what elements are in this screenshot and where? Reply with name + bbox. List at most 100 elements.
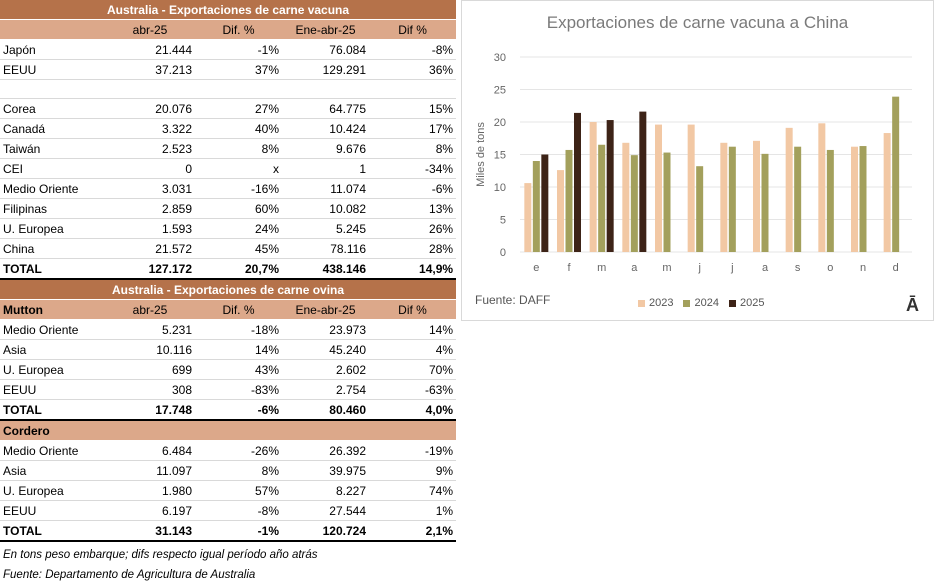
table-cell: 11.097: [105, 460, 195, 481]
table-cell: -1%: [195, 39, 282, 60]
table-row: Asia 11.097 8% 39.975 9%: [0, 460, 457, 481]
table-row: China 21.572 45% 78.116 28%: [0, 238, 457, 259]
row-label: Cordero: [0, 420, 105, 441]
table-cell: 39.975: [282, 460, 369, 481]
table-row: EEUU 308 -83% 2.754 -63%: [0, 379, 457, 400]
table-cell: -6%: [369, 178, 457, 199]
table-cell: 8%: [195, 138, 282, 159]
bar-2024: [859, 146, 867, 252]
row-label: CEI: [0, 158, 105, 179]
table-cell: 8%: [369, 138, 457, 159]
table-cell: Dif. %: [195, 299, 282, 320]
bar-2024: [794, 146, 802, 252]
table-row: U. Europea 1.980 57% 8.227 74%: [0, 480, 457, 501]
table-cell: -19%: [369, 440, 457, 461]
legend-label: 2024: [694, 297, 719, 309]
table-cell: 10.116: [105, 339, 195, 360]
table-cell: 15%: [369, 98, 457, 119]
chart-plot: 0 5 10 15 20 25 30 Miles de tons e f m a m j j a s o n d: [475, 52, 912, 274]
table-cell: -6%: [195, 399, 282, 421]
table-cell: -18%: [195, 319, 282, 340]
table-notes: En tons peso embarque; difs respecto igu…: [0, 545, 456, 585]
table-row: Medio Oriente 5.231 -18% 23.973 14%: [0, 319, 457, 340]
row-label: U. Europea: [0, 218, 105, 239]
table-cell: 14%: [369, 319, 457, 340]
legend-label: 2025: [739, 297, 765, 309]
mutton-total-row: TOTAL 17.748 -6% 80.460 4,0%: [0, 399, 457, 421]
bar-2023: [622, 142, 630, 252]
table-row: EEUU 37.213 37% 129.291 36%: [0, 59, 457, 80]
table-cell: 20,7%: [195, 258, 282, 280]
row-label: Japón: [0, 39, 105, 60]
table-cell: 64.775: [282, 98, 369, 119]
table-cell: 2.523: [105, 138, 195, 159]
table-cell: 37.213: [105, 59, 195, 80]
table-cell: 28%: [369, 238, 457, 259]
table-cell: 2.859: [105, 198, 195, 219]
table-cell: 37%: [195, 59, 282, 80]
row-label: U. Europea: [0, 359, 105, 380]
table-cell: 2.754: [282, 379, 369, 400]
bar-2023: [818, 123, 826, 252]
table-cell: 2,1%: [369, 520, 457, 542]
table-cell: 1.593: [105, 218, 195, 239]
table-cell: [369, 420, 457, 441]
bar-2023: [687, 124, 695, 252]
mutton-header-row: Mutton abr-25 Dif. % Ene-abr-25 Dif %: [0, 299, 457, 320]
x-tick-label: a: [631, 262, 638, 274]
sheep-table: Australia - Exportaciones de carne ovina…: [0, 280, 457, 542]
table-cell: 26%: [369, 218, 457, 239]
table-cell: 10.082: [282, 198, 369, 219]
table-cell: [105, 420, 195, 441]
y-tick-label: 20: [494, 117, 506, 129]
row-label: Asia: [0, 339, 105, 360]
row-label: [0, 79, 105, 99]
table-cell: -8%: [195, 500, 282, 521]
spacer-row: [0, 79, 457, 99]
legend-swatch: [638, 299, 645, 307]
brand-logo: Ā: [906, 295, 919, 315]
row-label: EEUU: [0, 379, 105, 400]
table-cell: 2.602: [282, 359, 369, 380]
table-cell: 80.460: [282, 399, 369, 421]
table-cell: 3.031: [105, 178, 195, 199]
table-cell: 45.240: [282, 339, 369, 360]
row-label: Medio Oriente: [0, 178, 105, 199]
row-label: China: [0, 238, 105, 259]
row-label: EEUU: [0, 59, 105, 80]
table-cell: 78.116: [282, 238, 369, 259]
y-tick-label: 30: [494, 52, 506, 64]
table-row: Taiwán 2.523 8% 9.676 8%: [0, 138, 457, 159]
y-tick-label: 0: [500, 247, 506, 259]
table-cell: [195, 420, 282, 441]
table-cell: 11.074: [282, 178, 369, 199]
table-cell: 9%: [369, 460, 457, 481]
table-cell: 24%: [195, 218, 282, 239]
bar-2024: [565, 149, 573, 252]
y-tick-label: 25: [494, 85, 506, 97]
table-title-cell: Australia - Exportaciones de carne vacun…: [0, 0, 457, 20]
table-cell: 74%: [369, 480, 457, 501]
beef-table: Australia - Exportaciones de carne vacun…: [0, 0, 457, 280]
bar-2025: [606, 120, 614, 252]
table-cell: 4%: [369, 339, 457, 360]
table-cell: 13%: [369, 198, 457, 219]
table-cell: -16%: [195, 178, 282, 199]
row-label: Canadá: [0, 118, 105, 139]
sheep-table-title: Australia - Exportaciones de carne ovina: [0, 280, 457, 300]
table-cell: -34%: [369, 158, 457, 179]
table-cell: 21.444: [105, 39, 195, 60]
bar-2023: [785, 127, 793, 252]
table-cell: 76.084: [282, 39, 369, 60]
table-cell: 3.322: [105, 118, 195, 139]
x-tick-label: m: [597, 262, 606, 274]
bar-2024: [728, 146, 736, 252]
row-label: Mutton: [0, 299, 105, 320]
tables-panel: Australia - Exportaciones de carne vacun…: [0, 0, 457, 585]
table-cell: 17%: [369, 118, 457, 139]
x-tick-label: s: [795, 262, 801, 274]
table-cell: Dif %: [369, 299, 457, 320]
x-tick-label: j: [697, 262, 700, 274]
table-cell: 9.676: [282, 138, 369, 159]
row-label: Filipinas: [0, 198, 105, 219]
